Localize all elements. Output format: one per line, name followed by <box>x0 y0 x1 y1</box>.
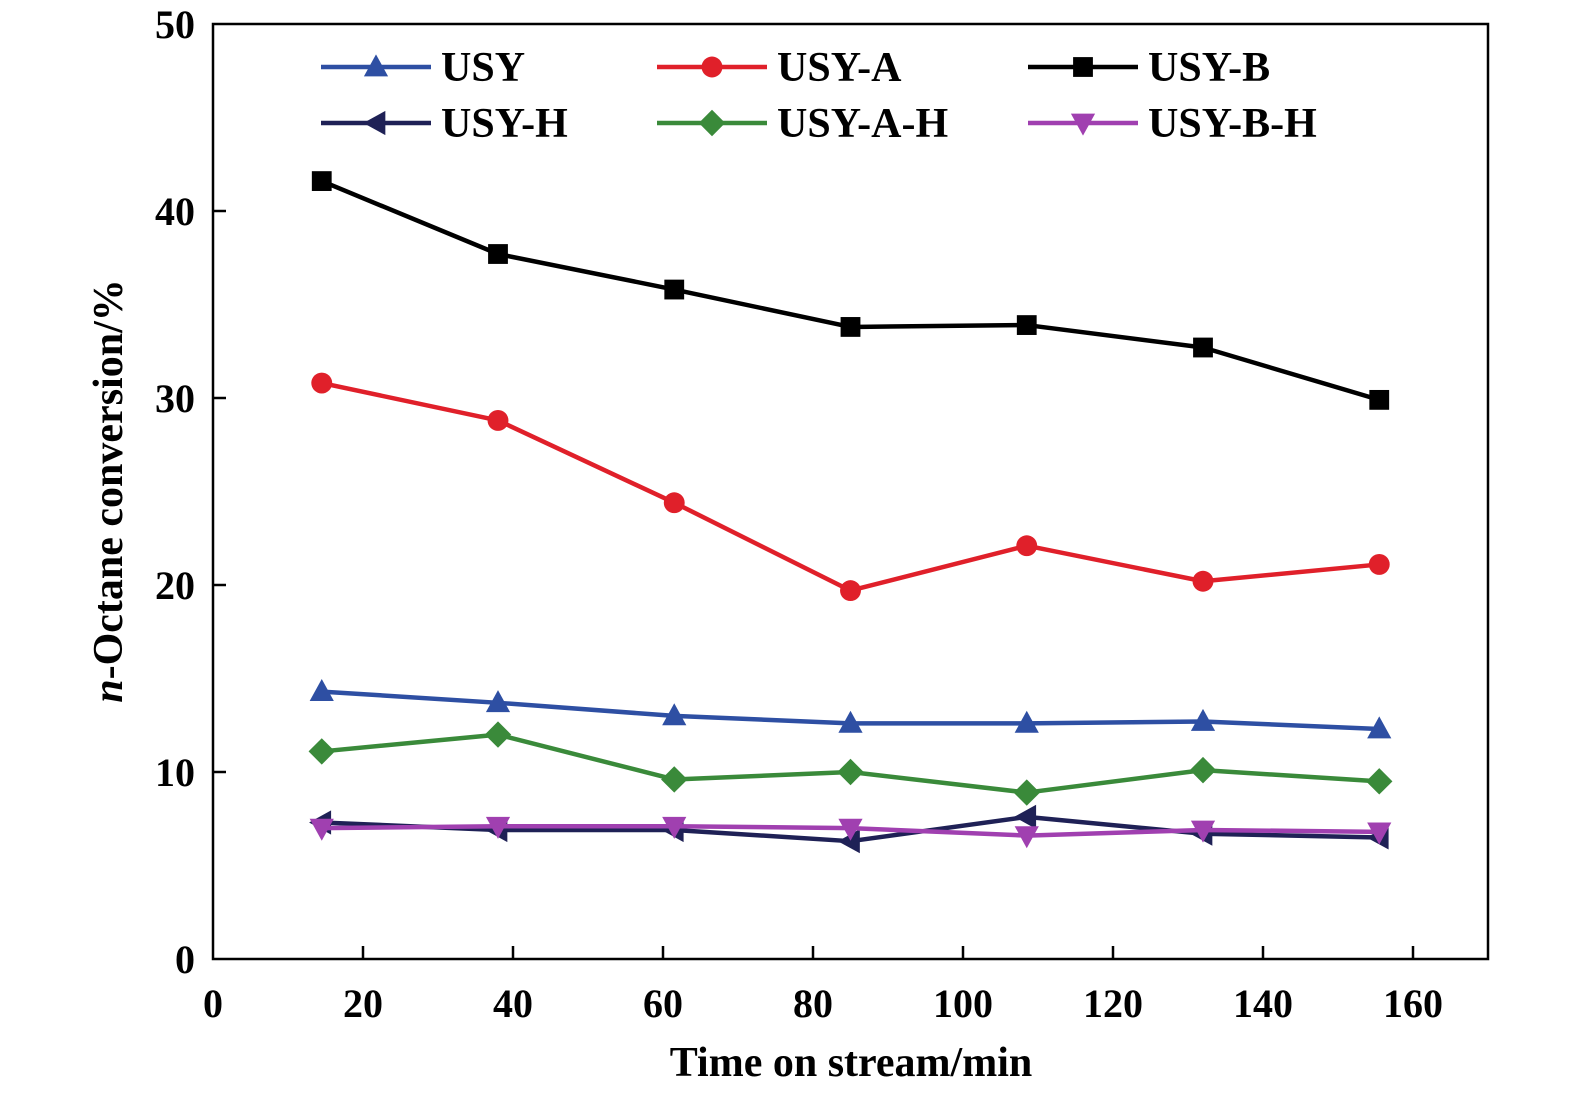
y-axis-title-variable: n <box>86 679 132 702</box>
y-tick-label: 40 <box>155 189 195 234</box>
y-axis-title-text: -Octane conversion/% <box>86 279 132 679</box>
data-point-usy <box>485 690 511 713</box>
y-tick-label: 50 <box>155 2 195 47</box>
data-point-usy <box>1014 710 1039 733</box>
x-tick-label: 60 <box>643 981 683 1026</box>
legend-marker-usy-h <box>363 110 386 136</box>
legend: USY USY-A USY-B USY-H USY-A-H USY-B-H <box>321 45 1317 147</box>
data-point-usy-b <box>664 279 685 300</box>
legend-item-usy-a-h: USY-A-H <box>657 101 948 147</box>
series-usy <box>309 678 1392 739</box>
x-tick-label: 100 <box>933 981 993 1026</box>
legend-marker-usy <box>363 54 389 77</box>
data-point-usy-a-h <box>308 738 335 765</box>
data-point-usy <box>838 710 863 733</box>
series-usy-a <box>311 372 1390 602</box>
x-tick-label: 160 <box>1383 981 1443 1026</box>
legend-item-usy: USY <box>321 45 525 91</box>
data-point-usy <box>1190 708 1216 731</box>
legend-marker-usy-b-h <box>1070 113 1096 136</box>
data-point-usy-b-h <box>1014 826 1039 849</box>
x-axis-title: Time on stream/min <box>670 1040 1032 1086</box>
x-tick-label: 40 <box>493 981 533 1026</box>
legend-item-usy-b: USY-B <box>1028 45 1270 91</box>
data-point-usy-a-h <box>661 766 688 793</box>
series-usy-b <box>311 171 1390 410</box>
data-point-usy-a-h <box>837 758 864 786</box>
data-point-usy-a <box>1192 570 1214 592</box>
series-usy-a-h <box>308 721 1393 806</box>
series-usy-b-h <box>309 816 1392 849</box>
legend-label-usy-h: USY-H <box>441 101 568 147</box>
legend-label-usy-a: USY-A <box>777 45 902 91</box>
legend-item-usy-h: USY-H <box>321 101 568 147</box>
legend-item-usy-a: USY-A <box>657 45 902 91</box>
legend-marker-usy-b <box>1073 57 1093 77</box>
data-point-usy-a <box>1368 553 1390 575</box>
legend-label-usy: USY <box>441 45 525 91</box>
legend-label-usy-b-h: USY-B-H <box>1148 101 1317 147</box>
legend-marker-usy-a <box>701 56 723 78</box>
data-point-usy-b <box>840 317 861 337</box>
data-point-usy-a-h <box>1189 756 1217 784</box>
data-point-usy-b-h <box>1190 820 1216 843</box>
data-point-usy-b-h <box>1367 822 1392 845</box>
y-tick-label: 0 <box>175 937 195 982</box>
x-tick-label: 20 <box>343 981 383 1026</box>
data-point-usy-a <box>487 409 509 431</box>
data-point-usy-b <box>1193 337 1213 358</box>
series-line-usy-a <box>321 380 1380 593</box>
x-tick-label: 120 <box>1083 981 1143 1026</box>
data-point-usy-a-h <box>1013 779 1040 806</box>
data-point-usy-b <box>488 244 508 264</box>
legend-item-usy-b-h: USY-B-H <box>1028 101 1317 147</box>
data-point-usy-a <box>311 372 333 394</box>
data-point-usy-h <box>1014 804 1037 829</box>
legend-label-usy-a-h: USY-A-H <box>777 101 948 147</box>
data-point-usy-b-h <box>309 818 334 841</box>
data-point-usy <box>309 678 334 701</box>
data-point-usy-b-h <box>485 816 511 839</box>
data-point-usy-b-h <box>662 816 687 839</box>
legend-label-usy-b: USY-B <box>1148 45 1270 91</box>
data-point-usy-b <box>1369 389 1390 410</box>
data-series <box>308 171 1393 854</box>
x-tick-label: 0 <box>203 981 223 1026</box>
data-point-usy-a <box>663 492 685 514</box>
y-tick-label: 20 <box>155 563 195 608</box>
legend-marker-usy-a-h <box>698 109 726 137</box>
data-point-usy-a-h <box>484 721 512 748</box>
data-point-usy <box>1367 716 1392 739</box>
data-point-usy-h <box>837 829 860 854</box>
y-axis-title: n-Octane conversion/% <box>86 279 132 702</box>
data-point-usy-b-h <box>838 818 863 841</box>
data-point-usy-b <box>1016 315 1037 335</box>
x-tick-label: 140 <box>1233 981 1293 1026</box>
y-tick-label: 30 <box>155 376 195 421</box>
plot-frame <box>211 22 1490 961</box>
data-point-usy-a <box>1016 535 1038 557</box>
data-point-usy-a <box>840 580 861 602</box>
series-line-usy-b <box>320 179 1380 403</box>
x-tick-label: 80 <box>793 981 833 1026</box>
data-point-usy-b <box>311 171 332 191</box>
axes: 0 20 40 60 80 100 120 140 160 0 10 20 30 40 50 <box>155 2 1490 1026</box>
data-point-usy <box>662 703 687 726</box>
data-point-usy-a-h <box>1366 768 1393 795</box>
y-tick-label: 10 <box>155 750 195 795</box>
